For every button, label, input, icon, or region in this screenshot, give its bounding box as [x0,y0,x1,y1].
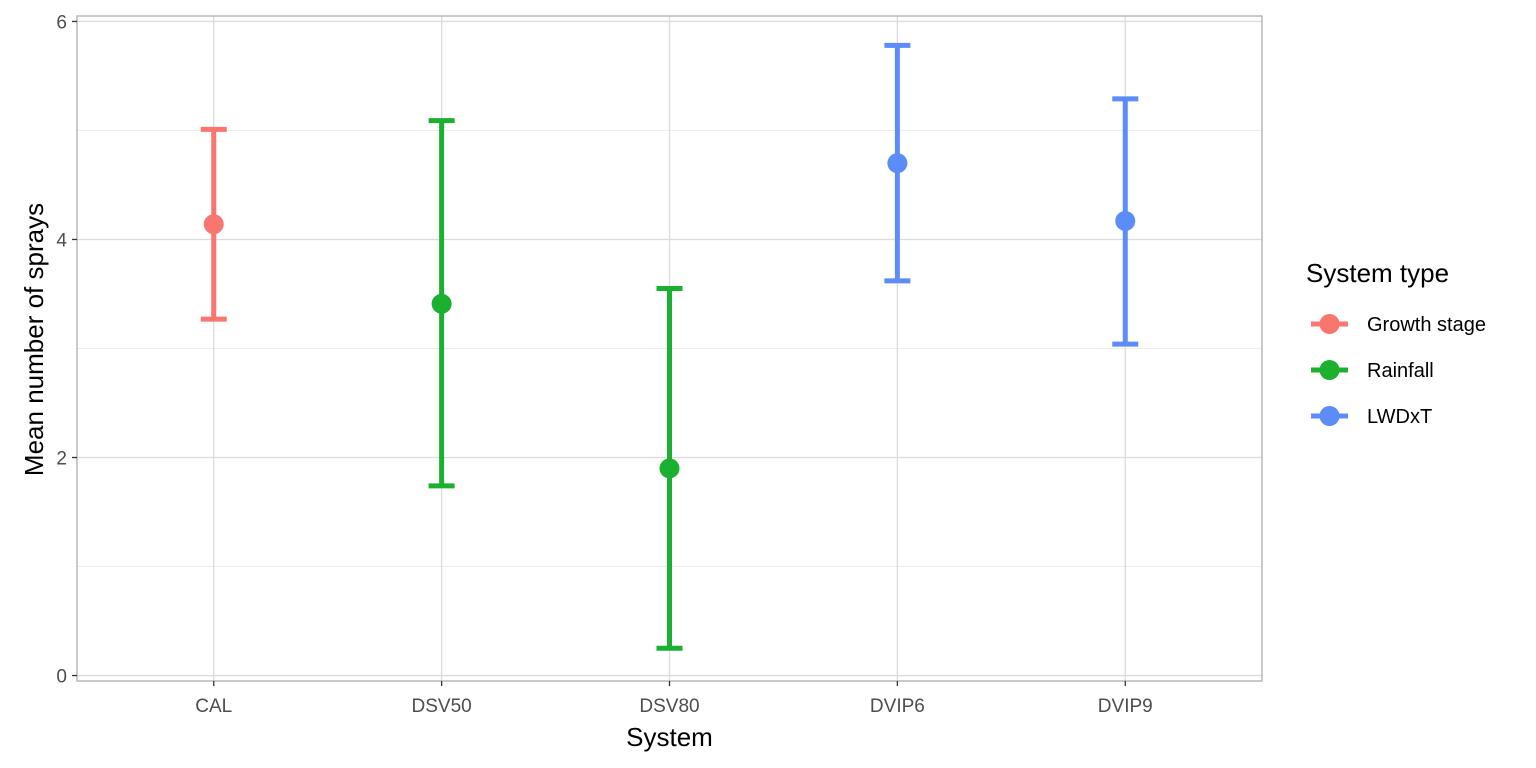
data-point [431,293,452,314]
x-tick-label: DSV80 [639,696,699,717]
legend-key-point [1319,360,1340,380]
x-tick-label: DVIP9 [1098,696,1153,717]
x-tick-label: DSV50 [412,696,472,717]
legend-label: Growth stage [1367,314,1486,336]
y-tick-label: 4 [56,230,67,251]
legend-item: Growth stage [1311,314,1486,336]
y-axis-title: Mean number of sprays [19,203,49,476]
legend: System type Growth stage Rainfall LWDxT [1306,258,1486,428]
x-tick-label: DVIP6 [870,696,925,717]
data-point [659,458,680,479]
legend-label: LWDxT [1367,406,1432,428]
legend-item: LWDxT [1311,406,1432,428]
legend-key-point [1319,406,1340,426]
data-point [1115,210,1136,231]
legend-item: Rainfall [1311,360,1434,382]
x-tick-label: CAL [195,696,232,717]
legend-label: Rainfall [1367,360,1434,382]
data-point [203,214,224,235]
data-points [203,153,1136,479]
y-axis-ticks: 0 2 4 6 [56,12,77,688]
y-tick-label: 0 [56,667,67,688]
x-axis-ticks: CAL DSV50 DSV80 DVIP6 DVIP9 [195,681,1153,717]
legend-title: System type [1306,258,1449,288]
data-point [887,153,908,174]
x-axis-title: System [626,722,713,752]
y-tick-label: 2 [56,449,67,470]
y-tick-label: 6 [56,12,67,33]
legend-key-point [1319,314,1340,334]
